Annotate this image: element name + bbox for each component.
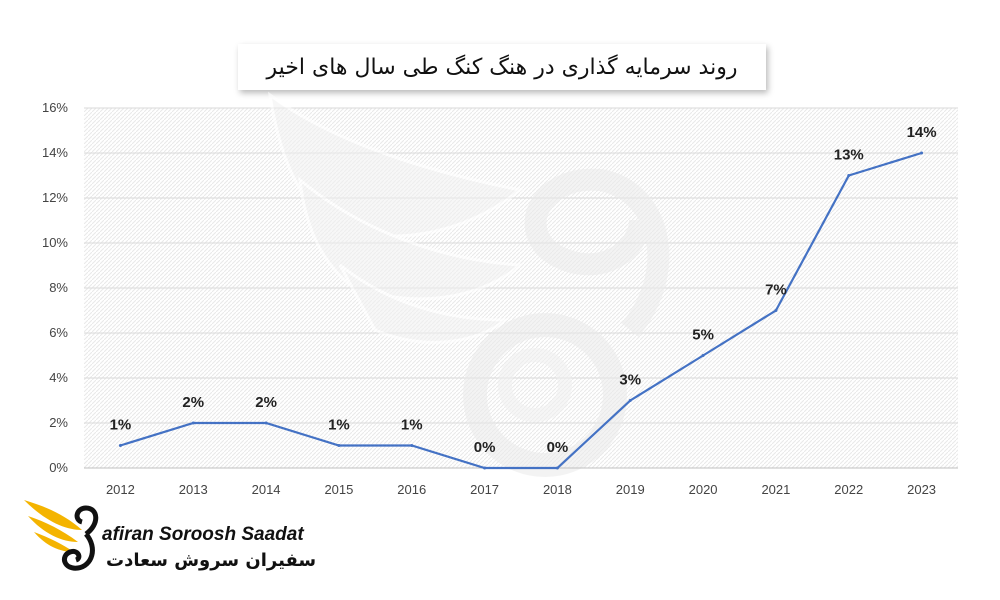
chart-title: روند سرمایه گذاری در هنگ کنگ طی سال های … [238, 44, 766, 90]
data-point [555, 466, 559, 470]
data-label: 3% [619, 372, 641, 389]
data-label: 0% [474, 439, 496, 456]
watermark-swan-icon [267, 91, 670, 477]
y-tick-label: 8% [49, 280, 68, 295]
x-axis-ticks: 2012 2013 2014 2015 2016 2017 2018 2019 2020 2021… [106, 482, 936, 497]
logo-name-persian: سفیران سروش سعادت [106, 550, 317, 571]
data-label: 13% [834, 147, 864, 164]
data-label: 1% [401, 417, 423, 434]
y-tick-label: 4% [49, 370, 68, 385]
data-labels: 1% 2% 2% 1% 1% 0% 0% 3% 5% 7% 13% 14% [110, 124, 937, 456]
data-point [264, 421, 268, 425]
data-label: 7% [765, 282, 787, 299]
y-tick-label: 0% [49, 460, 68, 475]
x-tick-label: 2013 [179, 482, 208, 497]
data-point [118, 444, 122, 447]
x-tick-label: 2018 [543, 482, 572, 497]
data-point [774, 309, 778, 312]
y-tick-label: 12% [42, 190, 68, 205]
data-label: 0% [547, 439, 569, 456]
x-tick-label: 2012 [106, 482, 135, 497]
y-tick-label: 6% [49, 325, 68, 340]
data-point [701, 354, 705, 357]
data-points [118, 151, 924, 470]
x-tick-label: 2014 [252, 482, 281, 497]
data-label: 2% [255, 394, 277, 411]
series-line [120, 151, 922, 470]
data-point [628, 399, 632, 402]
x-tick-label: 2015 [324, 482, 353, 497]
x-tick-label: 2017 [470, 482, 499, 497]
y-tick-label: 14% [42, 145, 68, 160]
data-point [337, 444, 341, 447]
data-point [483, 466, 487, 470]
y-tick-label: 16% [42, 100, 68, 115]
data-label: 5% [692, 327, 714, 344]
data-label: 1% [328, 417, 350, 434]
data-point [847, 174, 851, 177]
golden-wing-swan-icon [24, 500, 99, 571]
x-tick-label: 2019 [616, 482, 645, 497]
x-tick-label: 2021 [761, 482, 790, 497]
y-tick-label: 2% [49, 415, 68, 430]
data-label: 14% [907, 124, 937, 141]
company-logo: afiran Soroosh Saadat سفیران سروش سعادت [20, 494, 316, 584]
data-point [191, 421, 195, 425]
data-point [920, 151, 924, 155]
x-tick-label: 2016 [397, 482, 426, 497]
y-axis-ticks: 0% 2% 4% 6% 8% 10% 12% 14% 16% [42, 100, 68, 475]
data-label: 1% [110, 417, 132, 434]
logo-name-english: afiran Soroosh Saadat [102, 524, 304, 545]
x-tick-label: 2022 [834, 482, 863, 497]
x-tick-label: 2023 [907, 482, 936, 497]
data-label: 2% [182, 394, 204, 411]
x-tick-label: 2020 [689, 482, 718, 497]
y-tick-label: 10% [42, 235, 68, 250]
data-point [410, 444, 414, 447]
